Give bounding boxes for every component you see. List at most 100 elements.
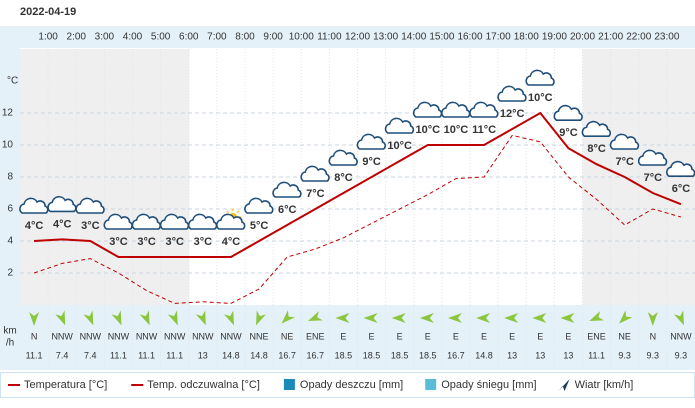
weather-icon <box>469 101 499 118</box>
cloud <box>187 213 218 230</box>
wind-arrow <box>29 312 40 326</box>
wind-direction: ENE <box>587 331 606 341</box>
cloud <box>637 149 668 166</box>
cloud <box>356 133 386 150</box>
y-tick-label: 8 <box>7 172 13 183</box>
wind-arrow-shape <box>419 313 434 323</box>
hour-label: 9:00 <box>263 32 283 43</box>
wind-speed: 16.7 <box>447 350 465 360</box>
wind-arrow <box>139 310 150 326</box>
cloud <box>103 213 133 230</box>
wind-speed: 18.5 <box>391 350 409 360</box>
wind-speed: 9.3 <box>618 350 631 360</box>
wind-speed: 13 <box>507 350 517 360</box>
wind-arrow-shape <box>281 310 295 324</box>
cloud <box>581 120 611 137</box>
wind-arrow-shape <box>589 311 605 322</box>
feels-like-line <box>33 134 682 304</box>
wind-unit: /h <box>6 338 14 349</box>
temp-label: 3°C <box>194 236 213 248</box>
hour-label: 21:00 <box>598 32 623 43</box>
wind-direction: NNW <box>220 331 242 341</box>
wind-speed: 9.3 <box>675 350 688 360</box>
wind-speed: 11.1 <box>26 350 43 360</box>
wind-direction: E <box>509 331 515 341</box>
y-tick-label: 10 <box>2 140 14 151</box>
wind-speed: 13 <box>198 350 208 360</box>
wind-arrow <box>335 313 350 323</box>
wind-direction: ENE <box>306 331 325 341</box>
wind-direction: E <box>425 331 431 341</box>
legend-label: Wiatr [km/h] <box>575 379 634 391</box>
cloud <box>469 101 499 118</box>
hour-label: 7:00 <box>207 32 227 43</box>
wind-arrow <box>281 310 295 324</box>
wind-arrow <box>504 313 519 323</box>
cloud <box>441 101 471 118</box>
hour-label: 14:00 <box>401 32 426 43</box>
y-tick-label: 2 <box>7 268 13 279</box>
wind-direction: NNW <box>80 331 102 341</box>
cloud <box>216 213 246 230</box>
legend-label: Temperatura [°C] <box>24 379 107 391</box>
hour-label: 19:00 <box>542 32 567 43</box>
wind-direction: N <box>650 331 657 341</box>
cloud <box>553 104 583 121</box>
weather-icon <box>637 149 668 166</box>
wind-speed: 13 <box>563 350 573 360</box>
weather-icon <box>300 165 330 182</box>
wind-arrow <box>195 310 206 326</box>
legend-label: Opady deszczu [mm] <box>300 379 403 391</box>
cloud <box>328 149 358 166</box>
temperature-line <box>34 111 682 258</box>
weather-icon <box>159 213 190 230</box>
sun-ray <box>236 210 240 214</box>
temp-label: 7°C <box>615 156 634 168</box>
wind-arrow <box>224 310 234 326</box>
wind-arrow-shape <box>391 313 406 323</box>
cloud <box>75 197 105 214</box>
wind-speed: 18.5 <box>335 350 353 360</box>
temp-label: 4°C <box>25 220 44 232</box>
wind-speed: 7.4 <box>56 350 69 360</box>
cloud <box>159 213 190 230</box>
wind-arrow <box>532 313 547 323</box>
hour-label: 13:00 <box>373 32 398 43</box>
hour-label: 20:00 <box>570 32 595 43</box>
cloud <box>666 160 695 177</box>
y-tick-label: 12 <box>2 108 14 119</box>
legend-swatch <box>283 379 295 390</box>
wind-arrow <box>83 310 94 326</box>
wind-unit: km <box>3 326 16 337</box>
temp-label: 6°C <box>672 183 691 195</box>
wind-direction: NNW <box>51 331 73 341</box>
wind-direction: NNE <box>250 331 269 341</box>
wind-arrow-shape <box>476 313 491 323</box>
wind-arrow-shape <box>29 312 40 326</box>
hour-label: 16:00 <box>457 32 482 43</box>
wind-arrow <box>589 311 605 322</box>
hour-label: 10:00 <box>289 32 314 43</box>
weather-icon <box>187 213 218 230</box>
weather-icon <box>441 101 471 118</box>
wind-arrow-shape <box>195 310 206 326</box>
wind-arrow-shape <box>447 313 462 323</box>
wind-speed: 9.3 <box>647 350 660 360</box>
hour-label: 5:00 <box>151 32 171 43</box>
hour-label: 3:00 <box>95 32 115 43</box>
wind-arrow-shape <box>335 313 350 323</box>
wind-arrow <box>111 310 122 326</box>
wind-arrow-shape <box>256 310 266 326</box>
wind-speed: 16.7 <box>307 350 325 360</box>
weather-icon <box>412 101 443 118</box>
temp-label: 12°C <box>500 108 525 120</box>
wind-speed: 16.7 <box>278 350 296 360</box>
wind-arrow-shape <box>139 310 150 326</box>
hour-header <box>0 26 695 48</box>
cloud <box>19 197 49 214</box>
wind-direction: E <box>397 331 403 341</box>
weather-icon <box>272 181 302 198</box>
cloud <box>131 213 161 230</box>
wind-arrow <box>256 310 266 326</box>
